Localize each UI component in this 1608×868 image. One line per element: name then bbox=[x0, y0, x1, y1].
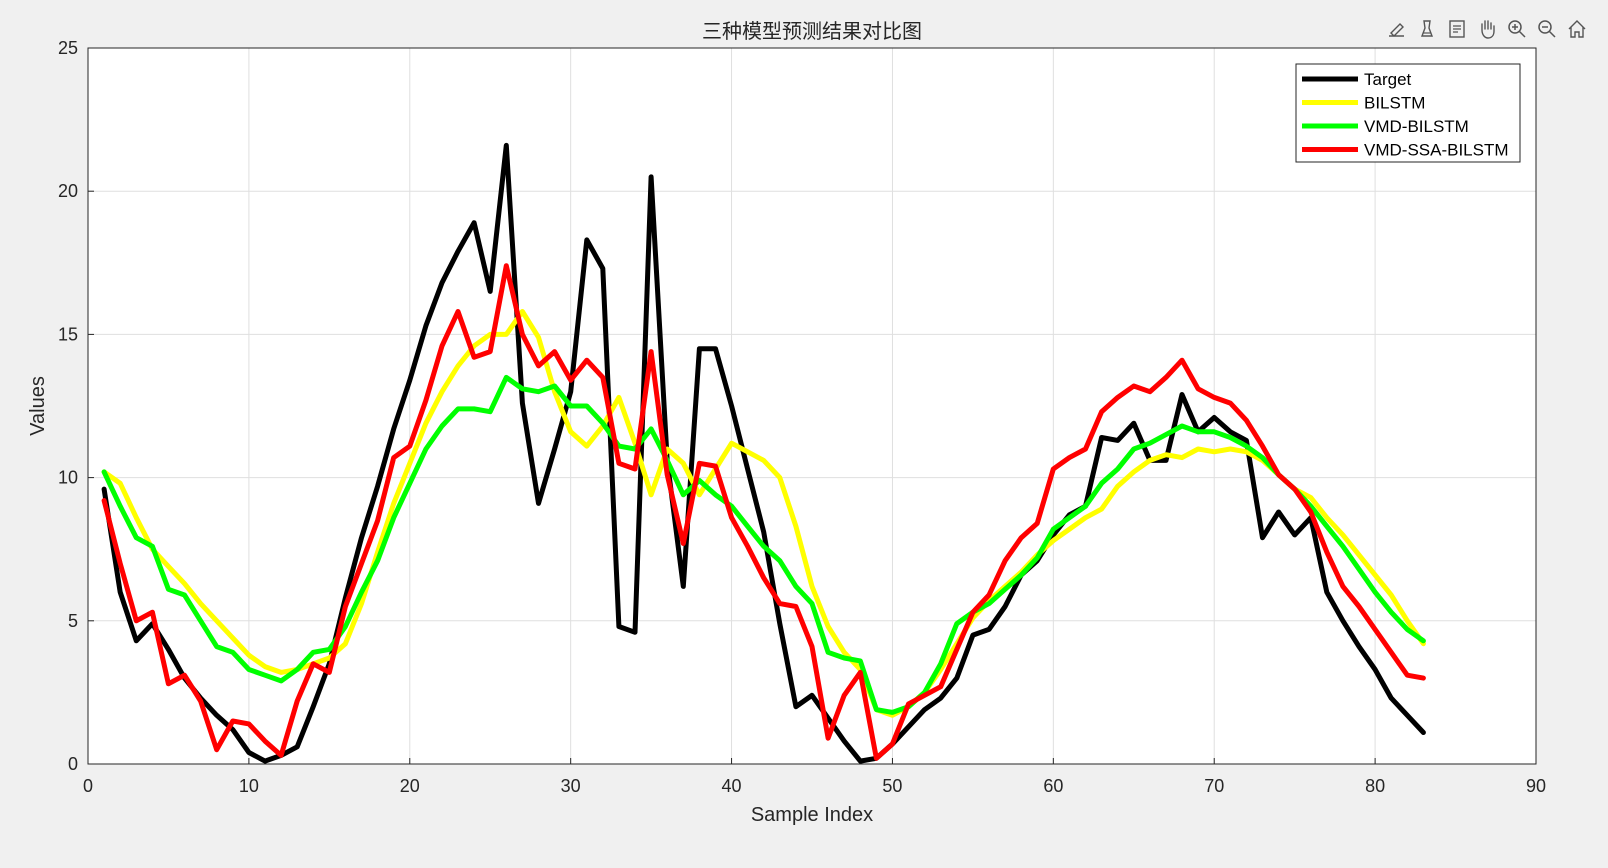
x-tick-label: 20 bbox=[400, 776, 420, 796]
home-button[interactable] bbox=[1564, 16, 1590, 42]
zoom-out-icon bbox=[1538, 20, 1556, 38]
brush-button[interactable] bbox=[1414, 16, 1440, 42]
series-line-target[interactable] bbox=[101, 142, 1426, 764]
edit-plot-button[interactable] bbox=[1384, 16, 1410, 42]
chart-title: 三种模型预测结果对比图 bbox=[702, 20, 922, 43]
home-icon bbox=[1568, 20, 1586, 38]
data-tips-button[interactable] bbox=[1444, 16, 1470, 42]
zoom-in-button[interactable] bbox=[1504, 16, 1530, 42]
x-tick-label: 80 bbox=[1365, 776, 1385, 796]
axes-toolbar bbox=[1384, 16, 1590, 42]
legend-label: VMD-BILSTM bbox=[1364, 117, 1469, 136]
pan-hand-icon bbox=[1481, 20, 1495, 39]
brush-icon bbox=[1420, 20, 1434, 37]
y-tick-label: 0 bbox=[68, 754, 78, 774]
y-tick-label: 20 bbox=[58, 181, 78, 201]
series-line-vmd-ssa-bilstm[interactable] bbox=[101, 263, 1426, 761]
pan-button[interactable] bbox=[1474, 16, 1500, 42]
data-tips-icon bbox=[1449, 20, 1465, 38]
series-line-vmd-bilstm[interactable] bbox=[101, 374, 1426, 715]
y-tick-label: 15 bbox=[58, 324, 78, 344]
legend[interactable]: Target BILSTM VMD-BILSTM VMD-SSA-BILSTM bbox=[1295, 63, 1521, 163]
y-tick-label: 5 bbox=[68, 611, 78, 631]
zoom-out-button[interactable] bbox=[1534, 16, 1560, 42]
x-axis-label: Sample Index bbox=[751, 804, 873, 826]
zoom-in-icon bbox=[1508, 20, 1526, 38]
y-tick-label: 25 bbox=[58, 38, 78, 58]
series-lines bbox=[101, 142, 1426, 764]
x-tick-label: 50 bbox=[882, 776, 902, 796]
series-line-bilstm[interactable] bbox=[101, 309, 1426, 718]
axes-frame bbox=[87, 47, 1537, 765]
x-tick-label: 30 bbox=[561, 776, 581, 796]
x-tick-label: 90 bbox=[1526, 776, 1546, 796]
y-axis-label: Values bbox=[27, 376, 49, 436]
y-tick-label: 10 bbox=[58, 468, 78, 488]
legend-label: VMD-SSA-BILSTM bbox=[1364, 141, 1509, 160]
legend-label: BILSTM bbox=[1364, 94, 1425, 113]
legend-label: Target bbox=[1364, 70, 1412, 89]
x-tick-label: 70 bbox=[1204, 776, 1224, 796]
x-tick-label: 40 bbox=[722, 776, 742, 796]
edit-plot-icon bbox=[1389, 23, 1404, 37]
x-tick-label: 60 bbox=[1043, 776, 1063, 796]
x-tick-label: 0 bbox=[83, 776, 93, 796]
x-tick-label: 10 bbox=[239, 776, 259, 796]
